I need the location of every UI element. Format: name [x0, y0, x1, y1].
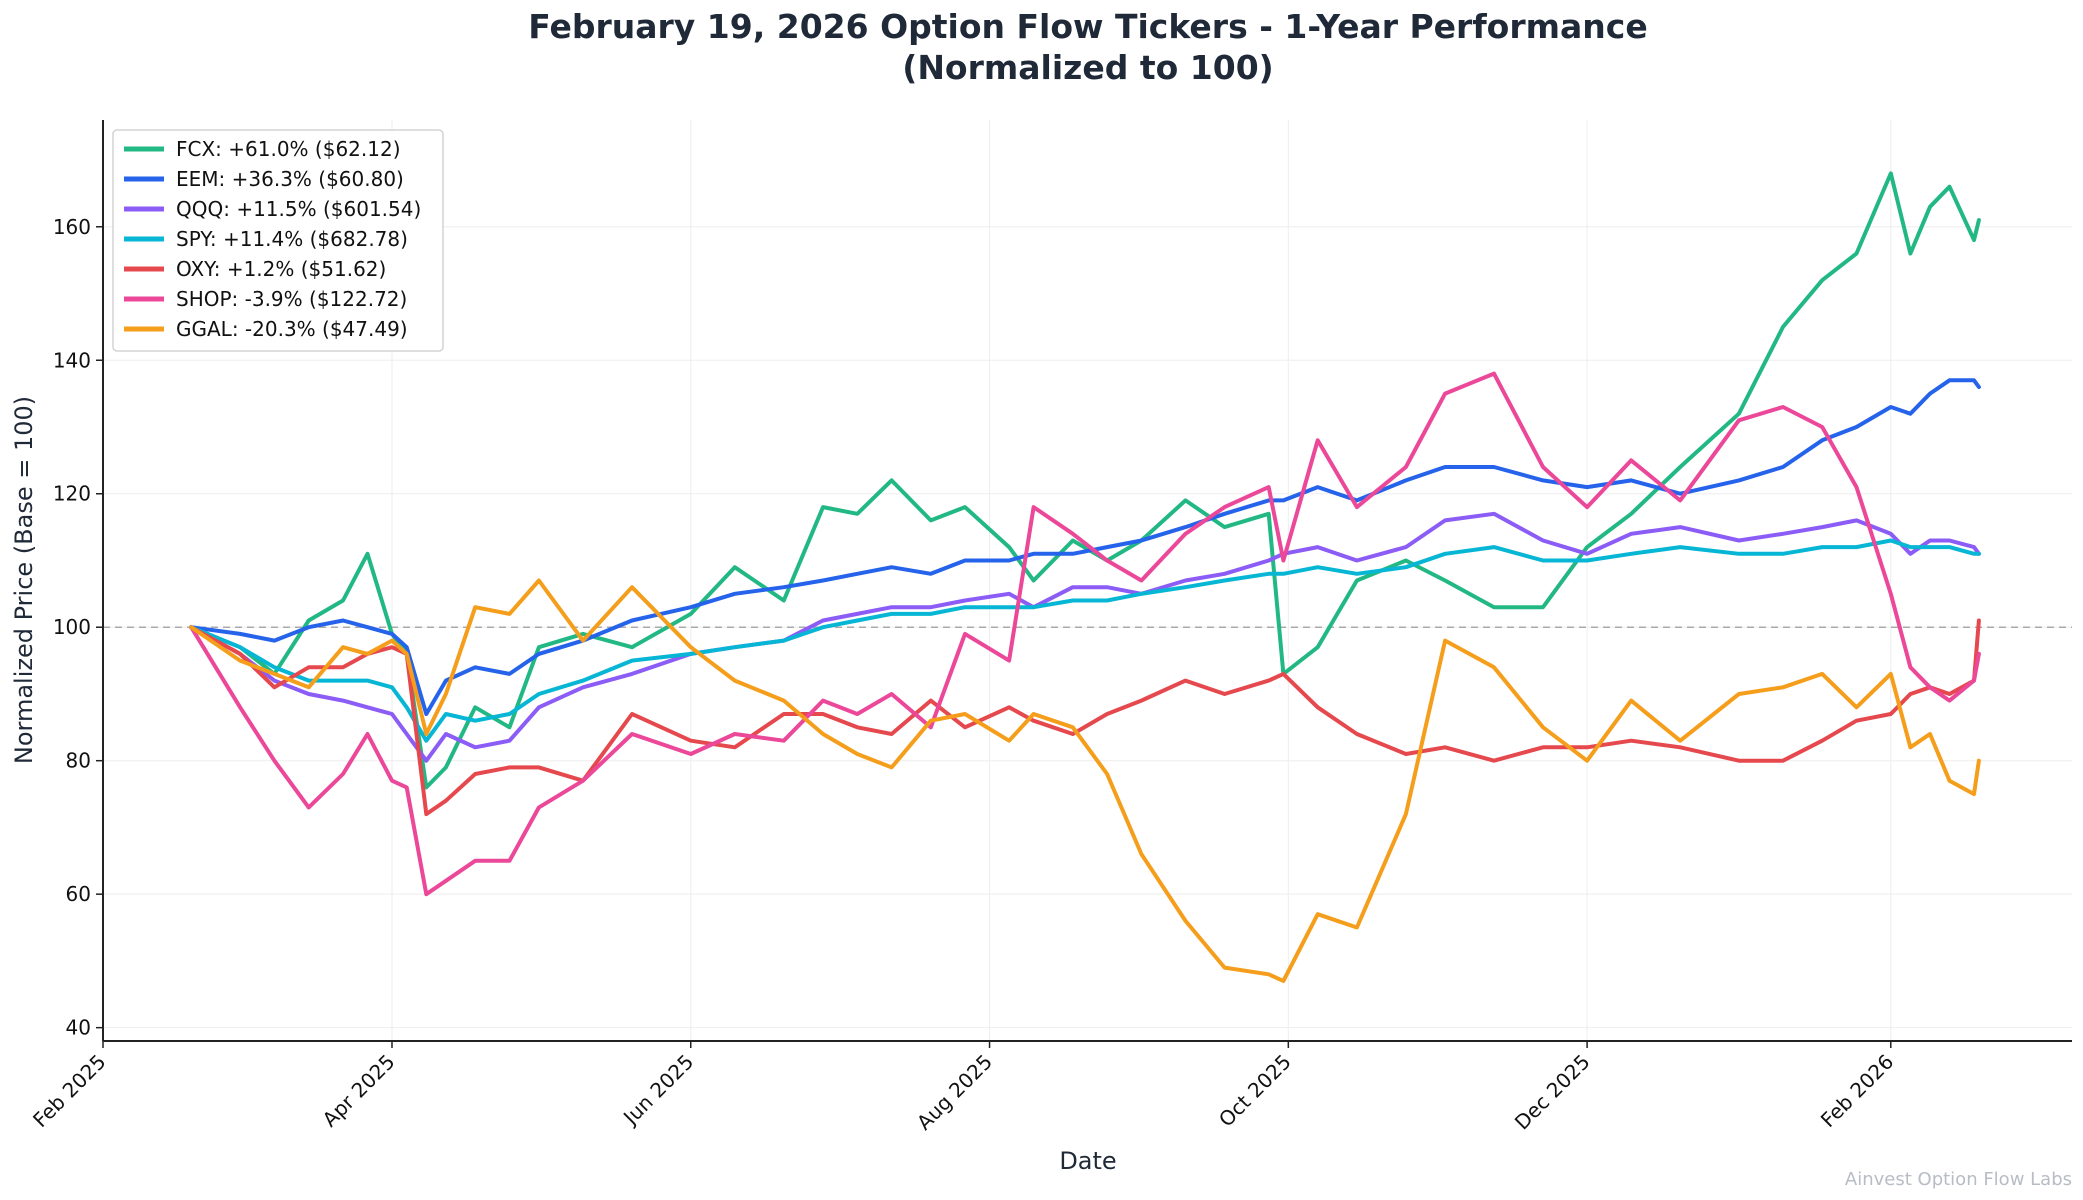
x-axis-label: Date	[1059, 1147, 1116, 1175]
y-axis-label: Normalized Price (Base = 100)	[10, 396, 38, 764]
legend: FCX: +61.0% ($62.12) EEM: +36.3% ($60.80)…	[112, 129, 444, 352]
series-line-fcx	[189, 171, 1981, 790]
y-tick-label: 140	[53, 348, 91, 372]
series-line-eem	[189, 378, 1981, 716]
y-tick-label: 60	[66, 882, 91, 906]
legend-label-oxy: OXY: +1.2% ($51.62)	[176, 257, 386, 281]
series-line-qqq	[189, 511, 1981, 763]
legend-label-fcx: FCX: +61.0% ($62.12)	[176, 137, 401, 161]
legend-label-spy: SPY: +11.4% ($682.78)	[176, 227, 408, 251]
legend-label-ggal: GGAL: -20.3% ($47.49)	[176, 317, 408, 341]
y-tick-label: 120	[53, 482, 91, 506]
watermark: Ainvest Option Flow Labs	[1845, 1169, 2072, 1190]
y-tick-label: 80	[66, 749, 91, 773]
series-line-shop	[189, 371, 1981, 897]
series-line-ggal	[189, 578, 1981, 983]
series-line-spy	[189, 538, 1981, 743]
y-tick-label: 160	[53, 215, 91, 239]
chart-title: February 19, 2026 Option Flow Tickers - …	[528, 7, 1647, 46]
legend-label-shop: SHOP: -3.9% ($122.72)	[176, 287, 407, 311]
legend-box	[112, 129, 444, 352]
series-lines	[189, 171, 1981, 983]
y-ticks: 40 60 80 100 120 140 160	[53, 215, 103, 1040]
legend-label-qqq: QQQ: +11.5% ($601.54)	[176, 197, 421, 221]
chart-subtitle: (Normalized to 100)	[902, 48, 1274, 87]
series-line-oxy	[189, 618, 1981, 817]
y-tick-label: 100	[53, 615, 91, 639]
legend-label-eem: EEM: +36.3% ($60.80)	[176, 167, 404, 191]
y-tick-label: 40	[66, 1016, 91, 1040]
